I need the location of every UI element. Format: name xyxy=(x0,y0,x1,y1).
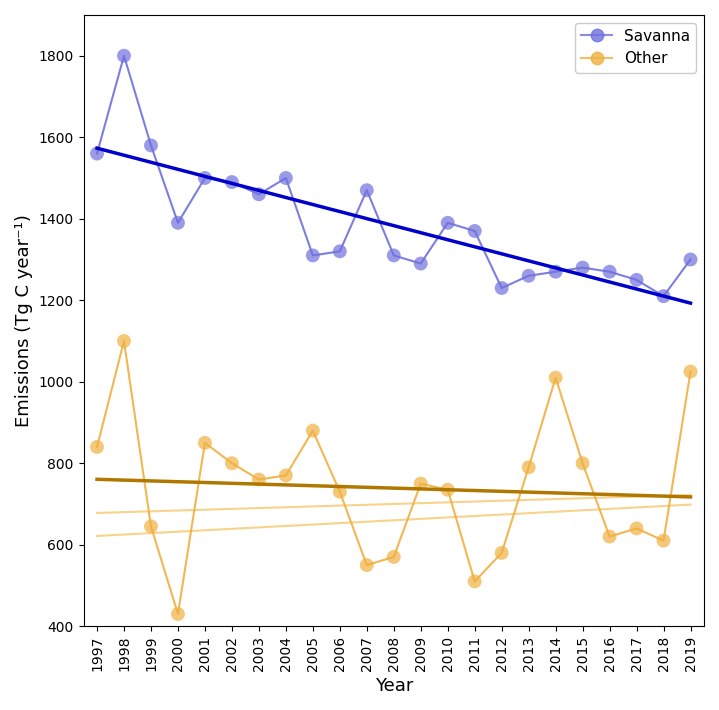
Legend: Savanna, Other: Savanna, Other xyxy=(575,23,697,72)
Point xyxy=(577,457,588,469)
Point xyxy=(388,551,400,562)
Point xyxy=(469,576,480,587)
Point xyxy=(118,50,129,62)
Point xyxy=(91,148,103,159)
Point xyxy=(684,253,696,265)
Point xyxy=(118,335,129,346)
Point xyxy=(415,258,426,269)
Point xyxy=(199,437,211,449)
Point xyxy=(253,189,265,200)
Y-axis label: Emissions (Tg C year⁻¹): Emissions (Tg C year⁻¹) xyxy=(15,214,33,427)
X-axis label: Year: Year xyxy=(375,677,413,695)
Point xyxy=(415,478,426,489)
Point xyxy=(604,531,615,542)
Point xyxy=(523,462,534,473)
Point xyxy=(658,535,669,546)
Point xyxy=(496,283,508,294)
Point xyxy=(280,173,292,184)
Point xyxy=(226,176,238,187)
Point xyxy=(145,140,157,151)
Point xyxy=(280,470,292,481)
Point xyxy=(334,486,346,498)
Point xyxy=(172,608,183,620)
Point xyxy=(658,290,669,302)
Point xyxy=(577,262,588,273)
Point xyxy=(307,425,319,437)
Point xyxy=(523,270,534,281)
Point xyxy=(550,266,562,278)
Point xyxy=(307,250,319,261)
Point xyxy=(442,217,454,229)
Point xyxy=(361,185,372,196)
Point xyxy=(604,266,615,278)
Point xyxy=(631,274,642,285)
Point xyxy=(469,225,480,236)
Point xyxy=(550,372,562,383)
Point xyxy=(91,441,103,452)
Point xyxy=(684,366,696,377)
Point xyxy=(253,474,265,485)
Point xyxy=(334,246,346,257)
Point xyxy=(442,484,454,496)
Point xyxy=(361,559,372,571)
Point xyxy=(172,217,183,229)
Point xyxy=(496,547,508,559)
Point xyxy=(199,173,211,184)
Point xyxy=(145,520,157,532)
Point xyxy=(631,523,642,534)
Point xyxy=(388,250,400,261)
Point xyxy=(226,457,238,469)
